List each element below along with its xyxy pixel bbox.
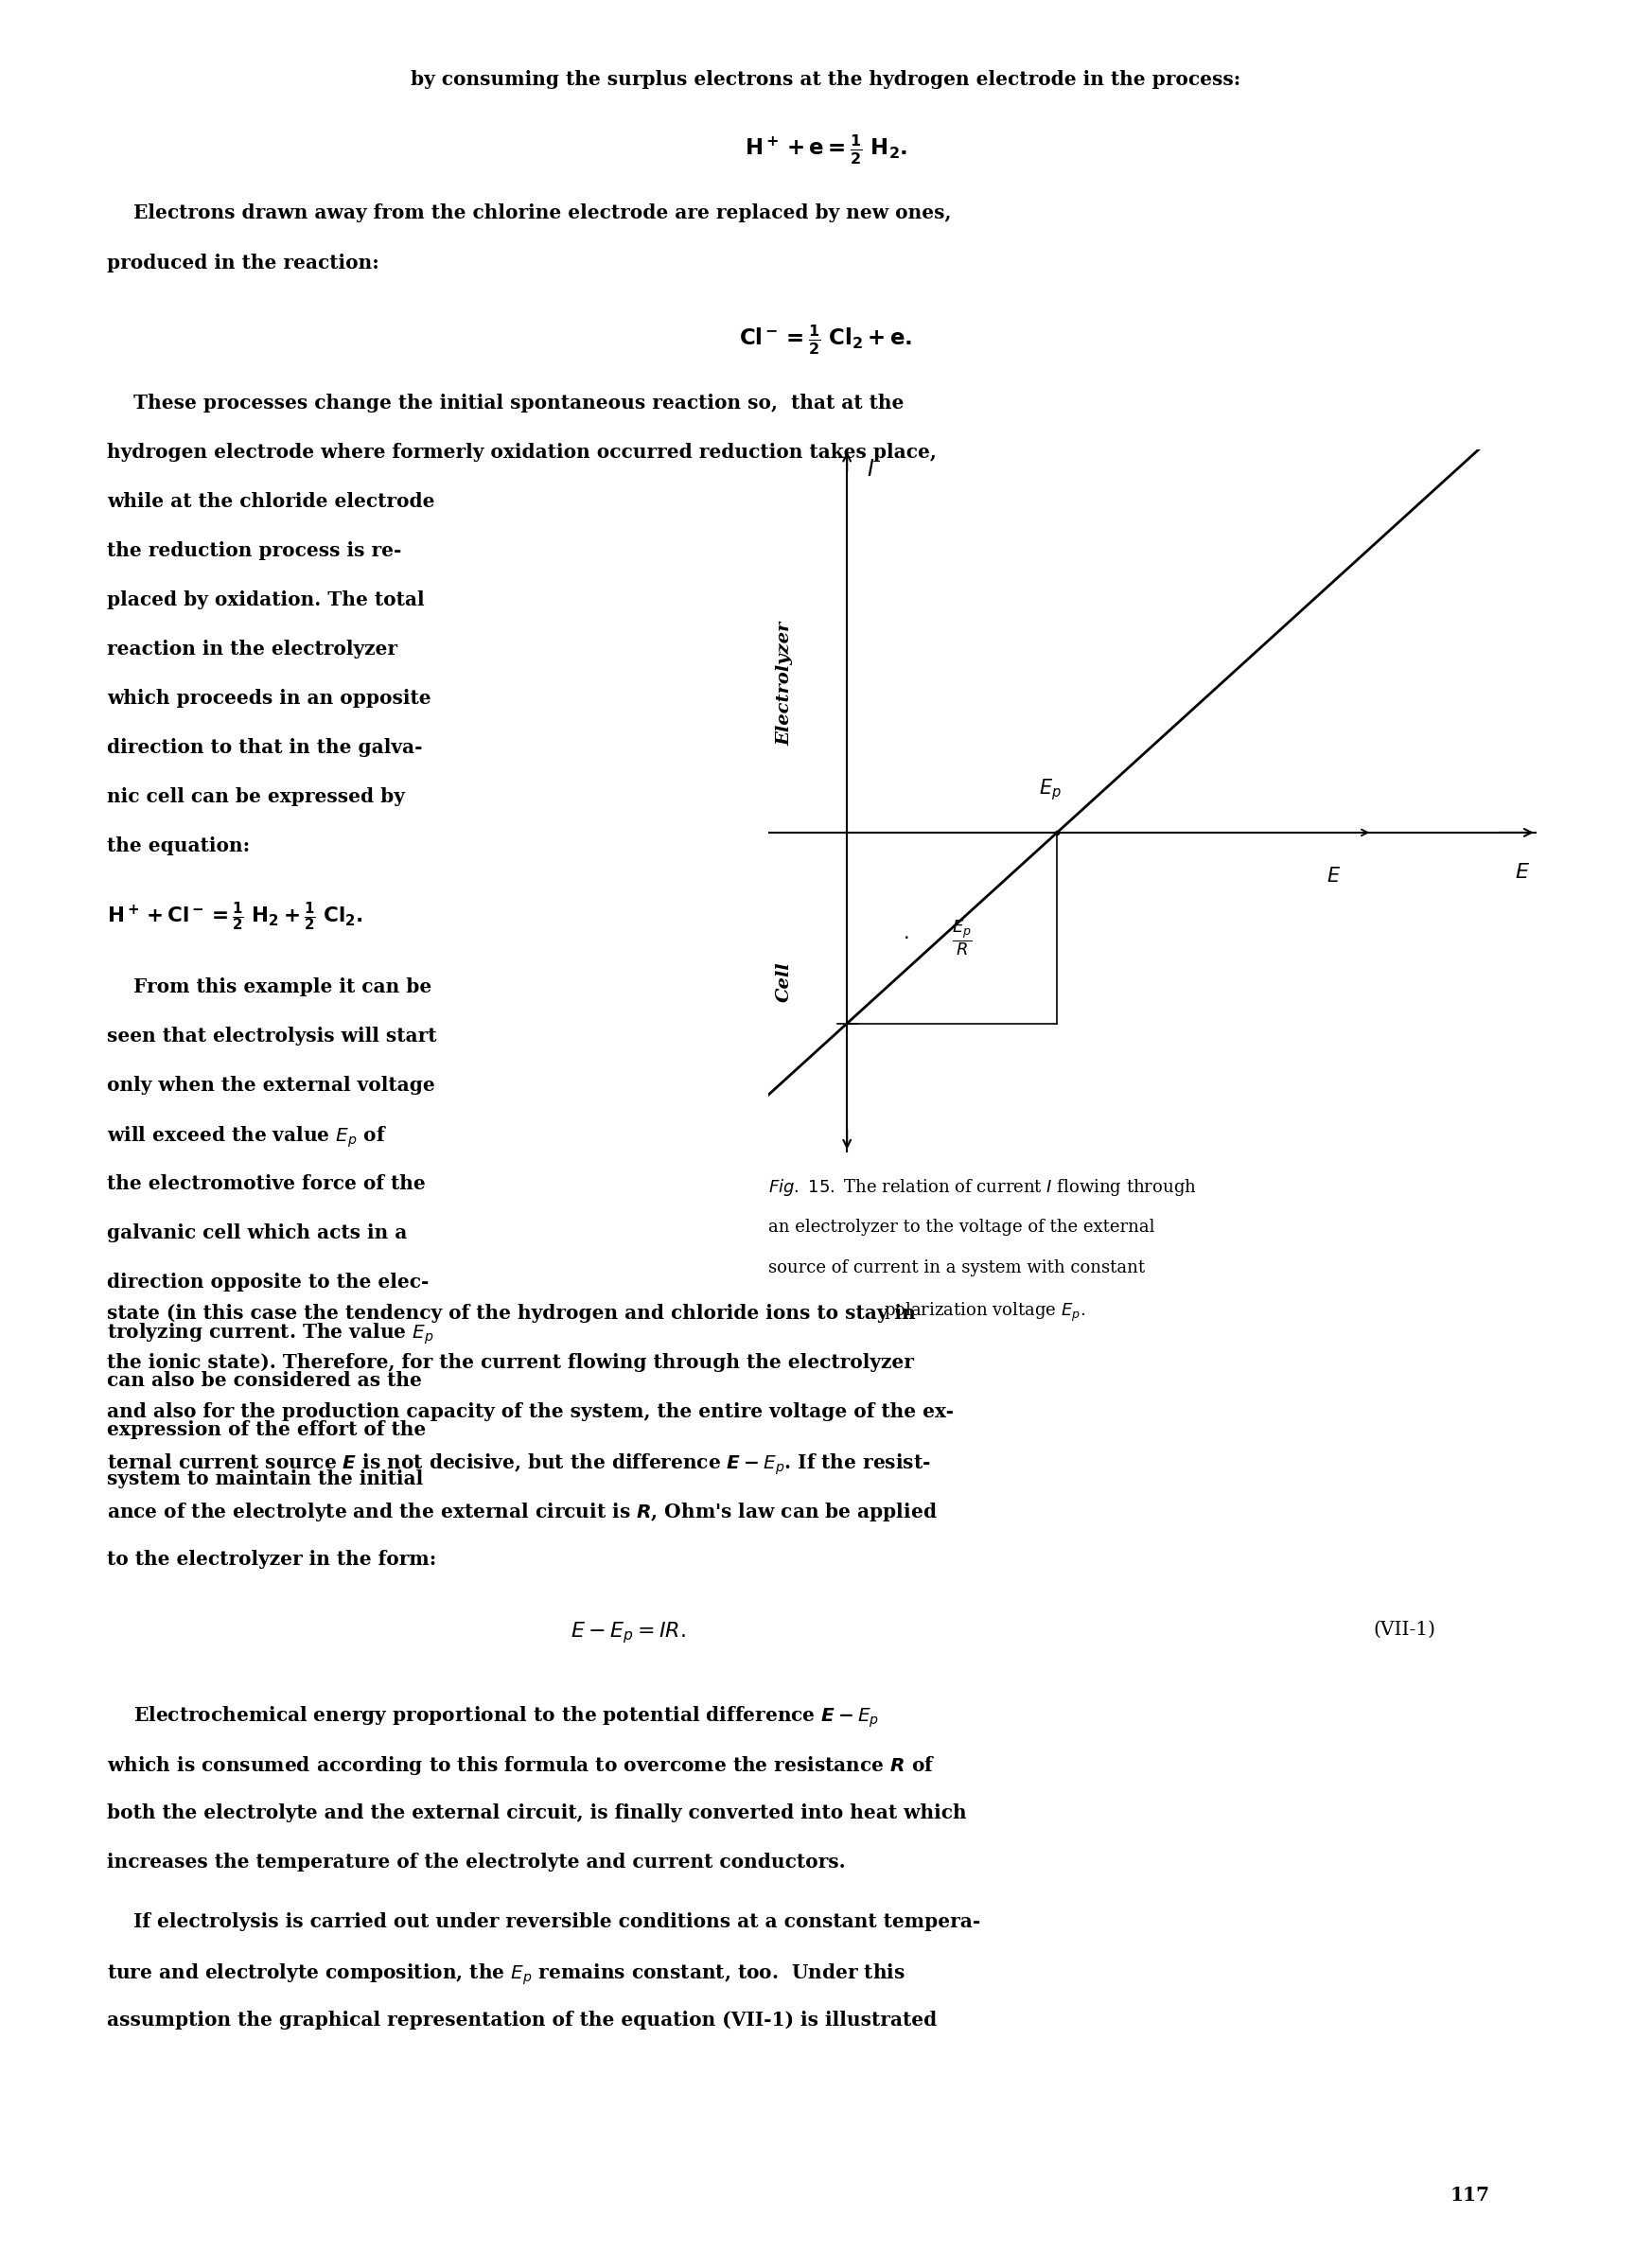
Text: assumption the graphical representation of the equation (VII-1) is illustrated: assumption the graphical representation …	[107, 2012, 937, 2030]
Text: expression of the effort of the: expression of the effort of the	[107, 1420, 426, 1440]
Text: ance of the electrolyte and the external circuit is $\boldsymbol{R}$, Ohm's law : ance of the electrolyte and the external…	[107, 1501, 938, 1524]
Text: increases the temperature of the electrolyte and current conductors.: increases the temperature of the electro…	[107, 1853, 846, 1871]
Text: source of current in a system with constant: source of current in a system with const…	[768, 1259, 1145, 1277]
Text: $\mathit{Fig.\ 15.}$ The relation of current $I$ flowing through: $\mathit{Fig.\ 15.}$ The relation of cur…	[768, 1177, 1196, 1198]
Text: which is consumed according to this formula to overcome the resistance $\boldsym: which is consumed according to this form…	[107, 1753, 935, 1776]
Text: hydrogen electrode where formerly oxidation occurred reduction takes place,: hydrogen electrode where formerly oxidat…	[107, 442, 937, 463]
Text: From this example it can be: From this example it can be	[107, 978, 433, 996]
Text: seen that electrolysis will start: seen that electrolysis will start	[107, 1027, 438, 1046]
Text: produced in the reaction:: produced in the reaction:	[107, 254, 380, 272]
Text: to the electrolyzer in the form:: to the electrolyzer in the form:	[107, 1551, 436, 1569]
Text: $\cdot$: $\cdot$	[902, 928, 909, 946]
Text: $I$: $I$	[867, 458, 874, 481]
Text: only when the external voltage: only when the external voltage	[107, 1075, 436, 1095]
Text: $\dfrac{E_p}{R}$: $\dfrac{E_p}{R}$	[952, 919, 973, 957]
Text: placed by oxidation. The total: placed by oxidation. The total	[107, 590, 425, 610]
Text: trolyzing current. The value $\boldsymbol{E_p}$: trolyzing current. The value $\boldsymbo…	[107, 1322, 434, 1347]
Text: galvanic cell which acts in a: galvanic cell which acts in a	[107, 1222, 408, 1243]
Text: the ionic state). Therefore, for the current flowing through the electrolyzer: the ionic state). Therefore, for the cur…	[107, 1354, 914, 1372]
Text: If electrolysis is carried out under reversible conditions at a constant tempera: If electrolysis is carried out under rev…	[107, 1912, 981, 1930]
Text: 117: 117	[1450, 2186, 1490, 2204]
Text: Electrochemical energy proportional to the potential difference $\boldsymbol{E -: Electrochemical energy proportional to t…	[107, 1706, 879, 1730]
Text: $\mathbf{H^+ + e = \frac{1}{2}\ H_2.}$: $\mathbf{H^+ + e = \frac{1}{2}\ H_2.}$	[745, 134, 907, 168]
Text: direction opposite to the elec-: direction opposite to the elec-	[107, 1272, 430, 1290]
Text: can also be considered as the: can also be considered as the	[107, 1372, 423, 1390]
Text: an electrolyzer to the voltage of the external: an electrolyzer to the voltage of the ex…	[768, 1218, 1155, 1236]
Text: while at the chloride electrode: while at the chloride electrode	[107, 492, 434, 510]
Text: direction to that in the galva-: direction to that in the galva-	[107, 739, 423, 758]
Text: which proceeds in an opposite: which proceeds in an opposite	[107, 689, 431, 708]
Text: (VII-1): (VII-1)	[1373, 1619, 1436, 1637]
Text: ternal current source $\boldsymbol{E}$ is not decisive, but the difference $\bol: ternal current source $\boldsymbol{E}$ i…	[107, 1452, 932, 1476]
Text: Cell: Cell	[776, 962, 793, 1002]
Text: and also for the production capacity of the system, the entire voltage of the ex: and also for the production capacity of …	[107, 1402, 955, 1422]
Text: the electromotive force of the: the electromotive force of the	[107, 1175, 426, 1193]
Text: $E - E_p = IR.$: $E - E_p = IR.$	[570, 1619, 686, 1647]
Text: $E$: $E$	[1327, 866, 1341, 885]
Text: the reduction process is re-: the reduction process is re-	[107, 542, 401, 560]
Text: $\mathbf{H^+ + Cl^- = \frac{1}{2}\ H_2 + \frac{1}{2}\ Cl_2.}$: $\mathbf{H^+ + Cl^- = \frac{1}{2}\ H_2 +…	[107, 900, 363, 932]
Text: system to maintain the initial: system to maintain the initial	[107, 1470, 423, 1488]
Text: by consuming the surplus electrons at the hydrogen electrode in the process:: by consuming the surplus electrons at th…	[411, 70, 1241, 88]
Text: nic cell can be expressed by: nic cell can be expressed by	[107, 787, 405, 807]
Text: These processes change the initial spontaneous reaction so,  that at the: These processes change the initial spont…	[107, 395, 904, 413]
Text: will exceed the value $\boldsymbol{E_p}$ of: will exceed the value $\boldsymbol{E_p}$…	[107, 1125, 388, 1150]
Text: ture and electrolyte composition, the $\boldsymbol{E_p}$ remains constant, too. : ture and electrolyte composition, the $\…	[107, 1962, 905, 1987]
Text: Electrolyzer: Electrolyzer	[776, 621, 793, 746]
Text: Electrons drawn away from the chlorine electrode are replaced by new ones,: Electrons drawn away from the chlorine e…	[107, 204, 952, 222]
Text: state (in this case the tendency of the hydrogen and chloride ions to stay in: state (in this case the tendency of the …	[107, 1304, 917, 1322]
Text: the equation:: the equation:	[107, 837, 251, 855]
Text: reaction in the electrolyzer: reaction in the electrolyzer	[107, 640, 398, 658]
Text: $E$: $E$	[1515, 862, 1530, 882]
Text: $\mathbf{Cl^- = \frac{1}{2}\ Cl_2 + e.}$: $\mathbf{Cl^- = \frac{1}{2}\ Cl_2 + e.}$	[740, 324, 912, 356]
Text: both the electrolyte and the external circuit, is finally converted into heat wh: both the electrolyte and the external ci…	[107, 1803, 966, 1821]
Text: polarization voltage $E_p$.: polarization voltage $E_p$.	[884, 1302, 1085, 1325]
Text: $E_p$: $E_p$	[1039, 778, 1062, 803]
